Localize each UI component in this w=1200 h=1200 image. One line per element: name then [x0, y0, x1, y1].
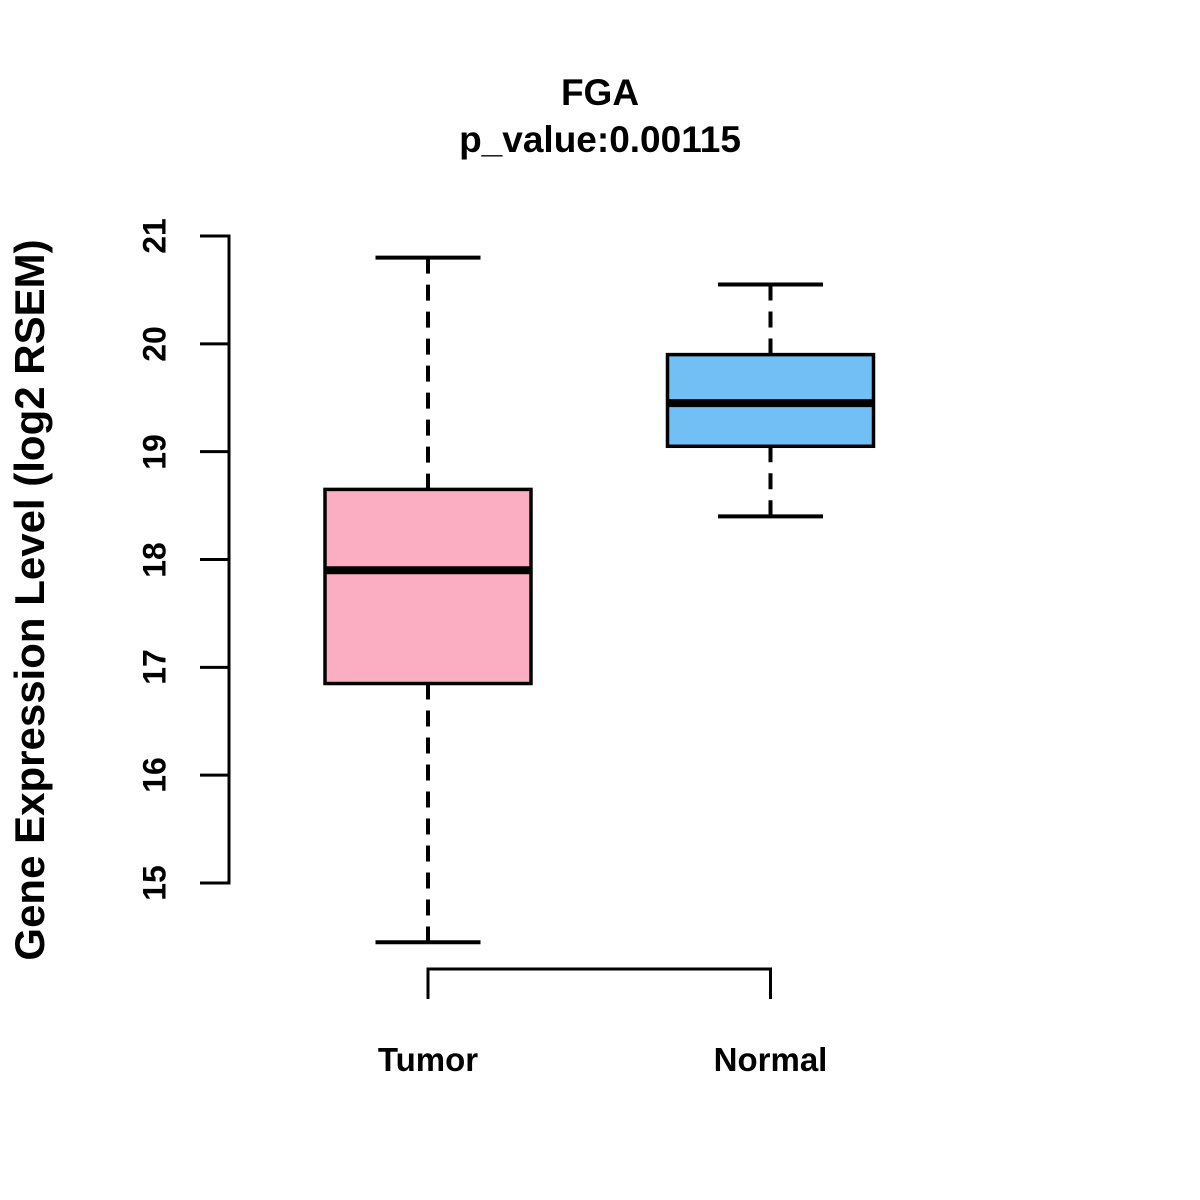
x-group-label-normal: Normal — [713, 1041, 828, 1078]
chart-subtitle-pvalue: p_value:0.00115 — [459, 119, 741, 160]
y-tick-label-15: 15 — [136, 865, 173, 901]
tumor-box — [323, 487, 533, 686]
y-tick-label-16: 16 — [136, 757, 173, 793]
y-tick-label-19: 19 — [136, 433, 173, 470]
chart-title: FGA — [560, 72, 640, 113]
y-tick-label-21: 21 — [136, 218, 173, 254]
y-tick-label-18: 18 — [136, 541, 173, 578]
y-tick-label-17: 17 — [136, 649, 173, 686]
x-group-label-tumor: Tumor — [377, 1041, 479, 1078]
y-axis-title: Gene Expression Level (log2 RSEM) — [6, 239, 53, 961]
y-tick-label-20: 20 — [136, 326, 173, 362]
